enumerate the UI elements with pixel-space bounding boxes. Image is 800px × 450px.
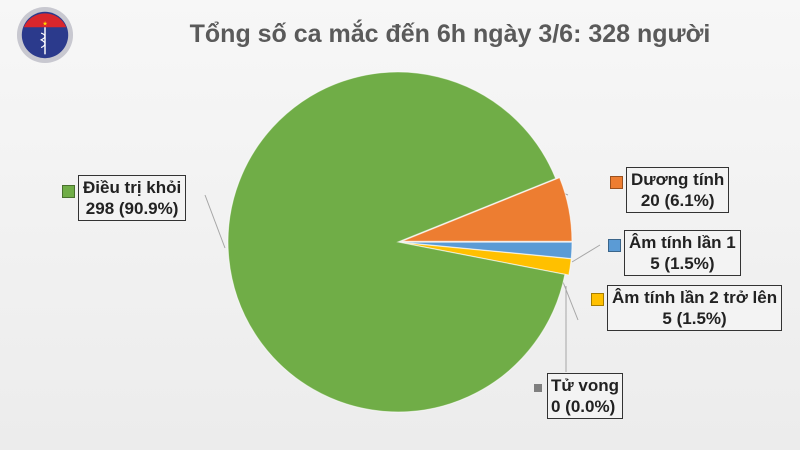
label-dieu-tri-khoi: Điều trị khỏi 298 (90.9%): [78, 175, 187, 221]
slice-value: 20 (6.1%): [640, 191, 715, 210]
legend-swatch-am-tinh-lan-1: [608, 239, 621, 252]
pie-slice-1: [401, 177, 573, 242]
chart-title: Tổng số ca mắc đến 6h ngày 3/6: 328 ngườ…: [189, 20, 711, 48]
legend-swatch-dieu-tri-khoi: [62, 185, 75, 198]
label-am-tinh-lan-1: Âm tính lần 1 5 (1.5%): [624, 230, 741, 276]
slice-value: 5 (1.5%): [650, 254, 715, 273]
slice-value: 5 (1.5%): [662, 309, 727, 328]
slice-value: 298 (90.9%): [85, 199, 179, 218]
slice-value: 0 (0.0%): [551, 397, 616, 416]
leader-line: [562, 281, 579, 321]
slice-name: Âm tính lần 2 trở lên: [612, 288, 778, 307]
slice-name: Tử vong: [551, 376, 620, 395]
legend-swatch-tu-vong: [534, 384, 542, 392]
leader-line: [204, 194, 226, 249]
legend-swatch-am-tinh-lan-2: [591, 293, 604, 306]
legend-swatch-duong-tinh: [610, 176, 623, 189]
label-tu-vong: Tử vong 0 (0.0%): [547, 373, 624, 419]
slice-name: Âm tính lần 1: [629, 233, 736, 252]
label-duong-tinh: Dương tính 20 (6.1%): [626, 167, 730, 213]
leader-line: [571, 244, 601, 263]
slice-name: Dương tính: [631, 170, 725, 189]
slice-name: Điều trị khỏi: [83, 178, 182, 197]
label-am-tinh-lan-2: Âm tính lần 2 trở lên 5 (1.5%): [607, 285, 783, 331]
pie-slice-0: [227, 71, 566, 413]
svg-text:★: ★: [42, 20, 47, 27]
ministry-of-health-logo: ★: [16, 6, 74, 64]
